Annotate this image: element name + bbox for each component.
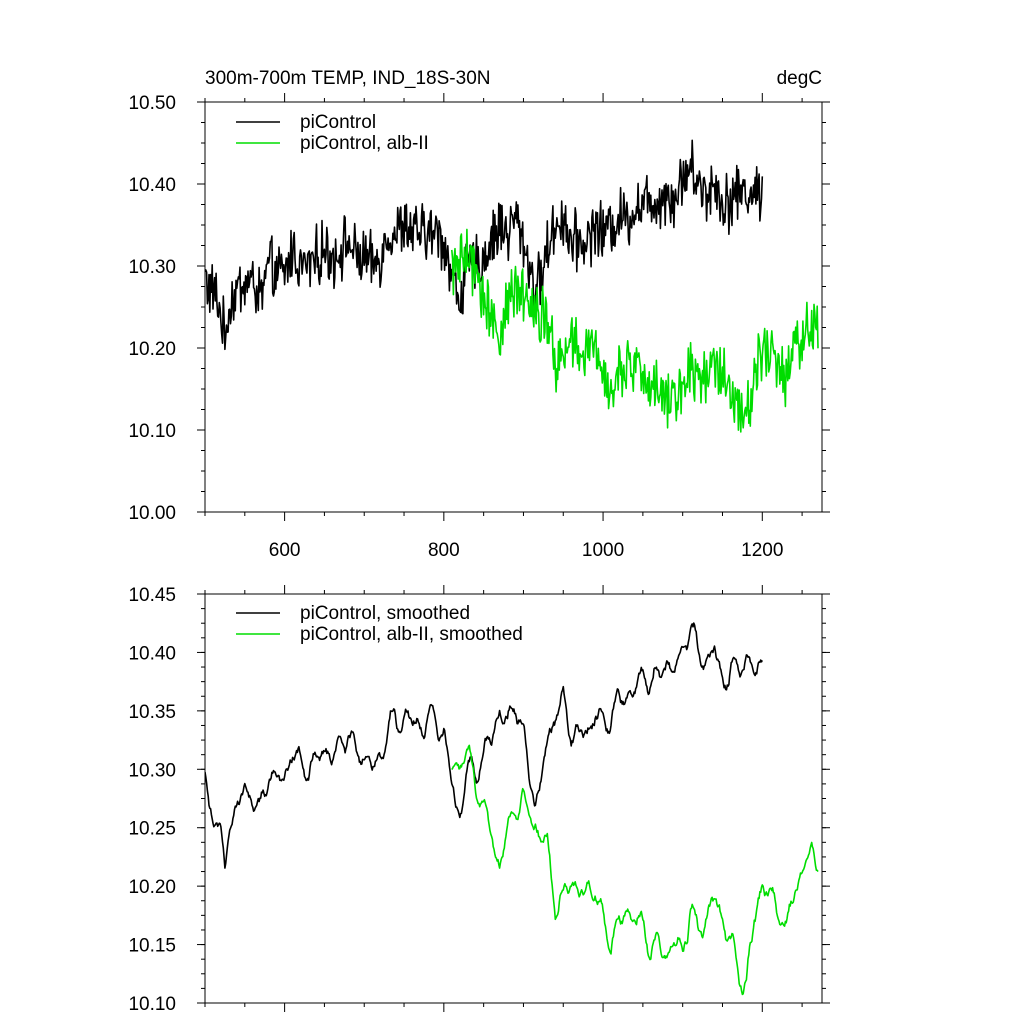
- y-tick-label: 10.45: [128, 585, 176, 606]
- legend-label: piControl, alb-II: [300, 133, 429, 154]
- legend-label: piControl, smoothed: [300, 603, 470, 624]
- y-tick-label: 10.10: [128, 994, 176, 1015]
- y-tick-label: 10.35: [128, 702, 176, 723]
- y-tick-label: 10.25: [128, 819, 176, 840]
- x-tick-label: 1000: [582, 540, 624, 561]
- y-tick-label: 10.40: [128, 175, 176, 196]
- series-line-alb-ii: [451, 228, 819, 433]
- series-line-picontrol: [205, 139, 764, 351]
- y-tick-label: 10.50: [128, 93, 176, 114]
- chart-title: 300m-700m TEMP, IND_18S-30N: [205, 68, 490, 89]
- x-tick-label: 1200: [741, 540, 783, 561]
- series-line-alb-ii: [451, 744, 819, 996]
- y-tick-label: 10.20: [128, 339, 176, 360]
- units-label: degC: [777, 68, 822, 89]
- y-tick-label: 10.40: [128, 643, 176, 664]
- panel-top: 10.00 10.10 10.20 10.30 10.40 10.50 600 800 1000…: [128, 93, 830, 561]
- panel-bottom: 10.10 10.15 10.20 10.25 10.30 10.35 10.40 10.45…: [128, 585, 830, 1015]
- plot-frame: [204, 593, 823, 1004]
- y-tick-label: 10.00: [128, 503, 176, 524]
- series-line-picontrol: [205, 622, 763, 869]
- y-tick-label: 10.15: [128, 936, 176, 957]
- x-tick-label: 600: [269, 540, 301, 561]
- y-tick-label: 10.10: [128, 421, 176, 442]
- y-tick-label: 10.20: [128, 877, 176, 898]
- x-tick-label: 800: [428, 540, 460, 561]
- legend-label: piControl, alb-II, smoothed: [300, 624, 523, 645]
- y-tick-label: 10.30: [128, 257, 176, 278]
- y-tick-label: 10.30: [128, 760, 176, 781]
- legend-label: piControl: [300, 112, 376, 133]
